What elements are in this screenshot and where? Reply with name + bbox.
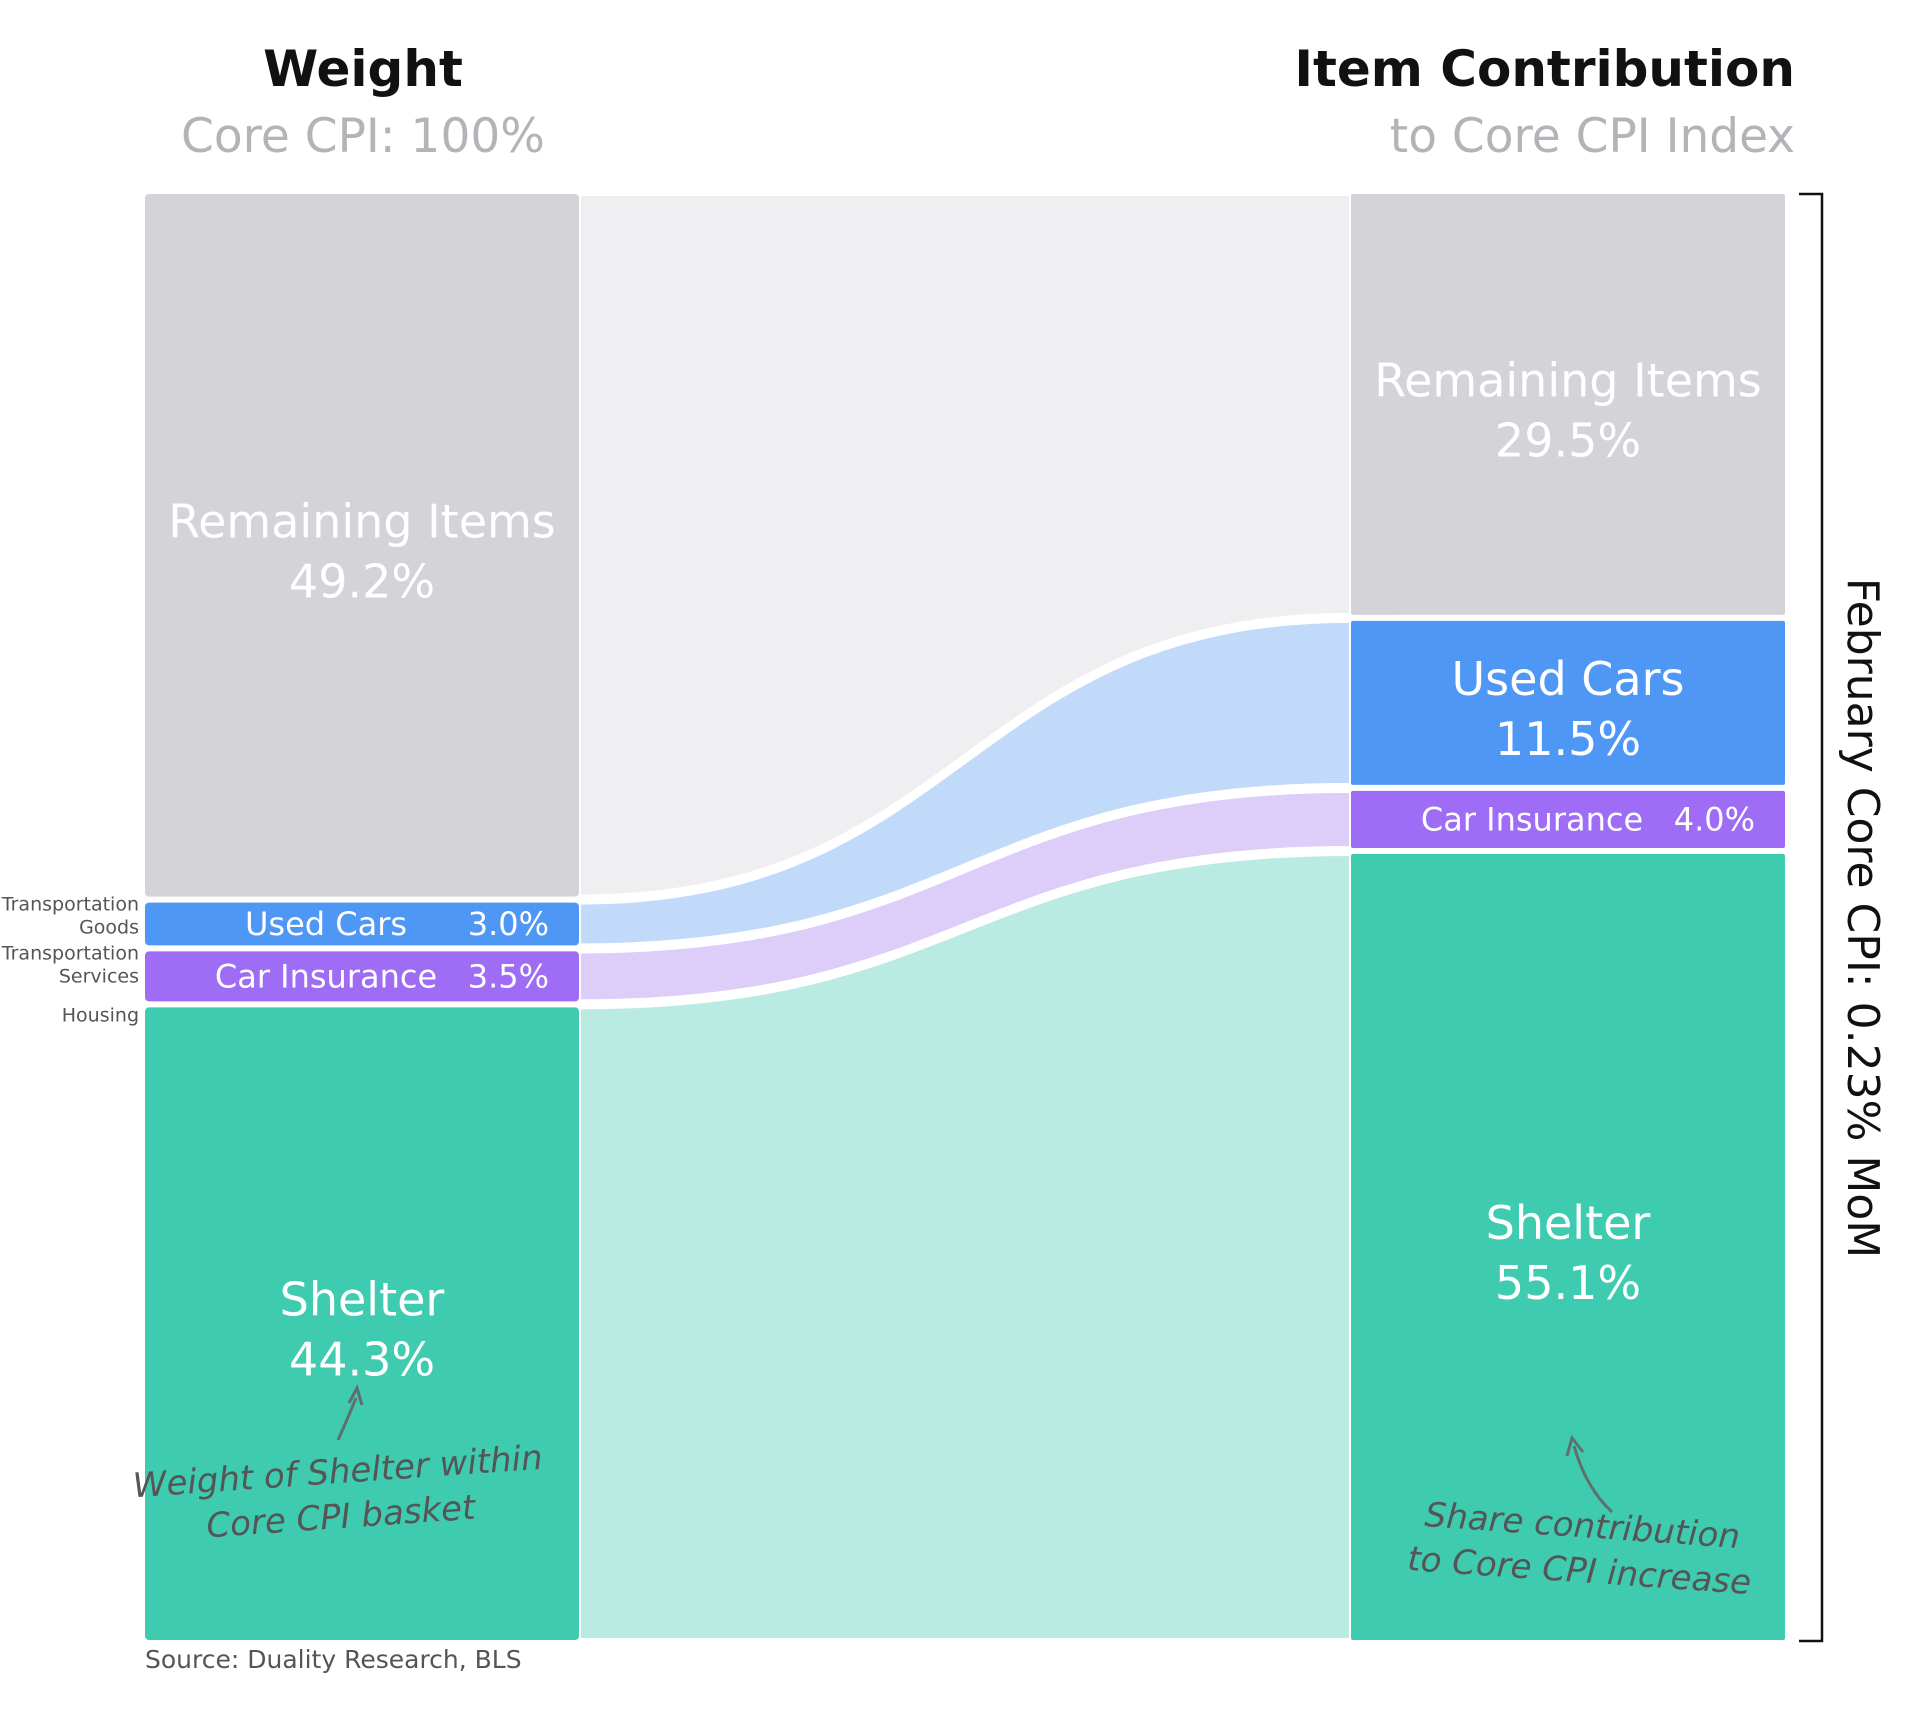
- flow-used_cars: [577, 618, 1353, 948]
- left-label-car_insurance-value: 3.5%: [468, 957, 549, 995]
- left-annotation-arrow: [336, 1397, 358, 1441]
- right-bar-car_insurance: [1351, 790, 1785, 848]
- left-bar-shelter: [145, 1007, 579, 1640]
- right-label-remaining-name: Remaining Items: [1374, 353, 1762, 407]
- category-label-used_cars: Transportation: [1, 894, 139, 916]
- right-title: Item Contribution: [1294, 40, 1795, 98]
- left-bar-remaining: [145, 194, 579, 897]
- left-annotation-arrowhead: [347, 1384, 364, 1406]
- flow-remaining: [577, 191, 1353, 899]
- category-label-used_cars: Goods: [79, 917, 139, 939]
- left-label-used_cars-value: 3.0%: [468, 905, 549, 943]
- right-label-used_cars-value: 11.5%: [1495, 712, 1641, 766]
- bracket-label: February Core CPI: 0.23% MoM: [1837, 578, 1888, 1258]
- left-label-remaining-name: Remaining Items: [168, 494, 556, 548]
- flow-shelter: [577, 851, 1353, 1643]
- left-bar-car_insurance: [145, 951, 579, 1002]
- right-bar-shelter: [1351, 853, 1785, 1640]
- right-bar-remaining: [1351, 194, 1785, 615]
- category-label-shelter: Housing: [62, 1004, 139, 1026]
- right-annotation-arrowhead: [1565, 1434, 1585, 1457]
- left-label-remaining-value: 49.2%: [289, 554, 435, 608]
- left-label-shelter-value: 44.3%: [289, 1333, 435, 1387]
- left-subtitle: Core CPI: 100%: [181, 109, 545, 164]
- right-label-shelter-value: 55.1%: [1495, 1256, 1641, 1310]
- left-bar-used_cars: [145, 902, 579, 946]
- bracket: [1799, 192, 1824, 1643]
- right-subtitle: to Core CPI Index: [1390, 109, 1795, 164]
- node-labels: Remaining Items 49.2% Remaining Items 29.5%…: [1, 353, 1762, 1386]
- flow-car_insurance: [577, 788, 1353, 1004]
- right-label-shelter-name: Shelter: [1486, 1196, 1651, 1250]
- left-label-used_cars-name: Used Cars: [245, 905, 407, 943]
- right-bar-used_cars: [1351, 620, 1785, 785]
- right-label-remaining-value: 29.5%: [1495, 413, 1641, 467]
- category-label-car_insurance: Services: [59, 965, 139, 987]
- left-title: Weight: [263, 40, 463, 98]
- right-label-car_insurance-value: 4.0%: [1674, 800, 1755, 838]
- source-note: Source: Duality Research, BLS: [145, 1645, 522, 1674]
- flows: [577, 191, 1353, 1643]
- category-label-car_insurance: Transportation: [1, 942, 139, 964]
- left-label-car_insurance-name: Car Insurance: [215, 957, 437, 995]
- left-label-shelter-name: Shelter: [280, 1273, 445, 1327]
- right-annotation-arrow: [1572, 1445, 1614, 1514]
- nodes: [145, 194, 1785, 1640]
- right-label-car_insurance-name: Car Insurance: [1421, 800, 1643, 838]
- right-label-used_cars-name: Used Cars: [1452, 652, 1685, 706]
